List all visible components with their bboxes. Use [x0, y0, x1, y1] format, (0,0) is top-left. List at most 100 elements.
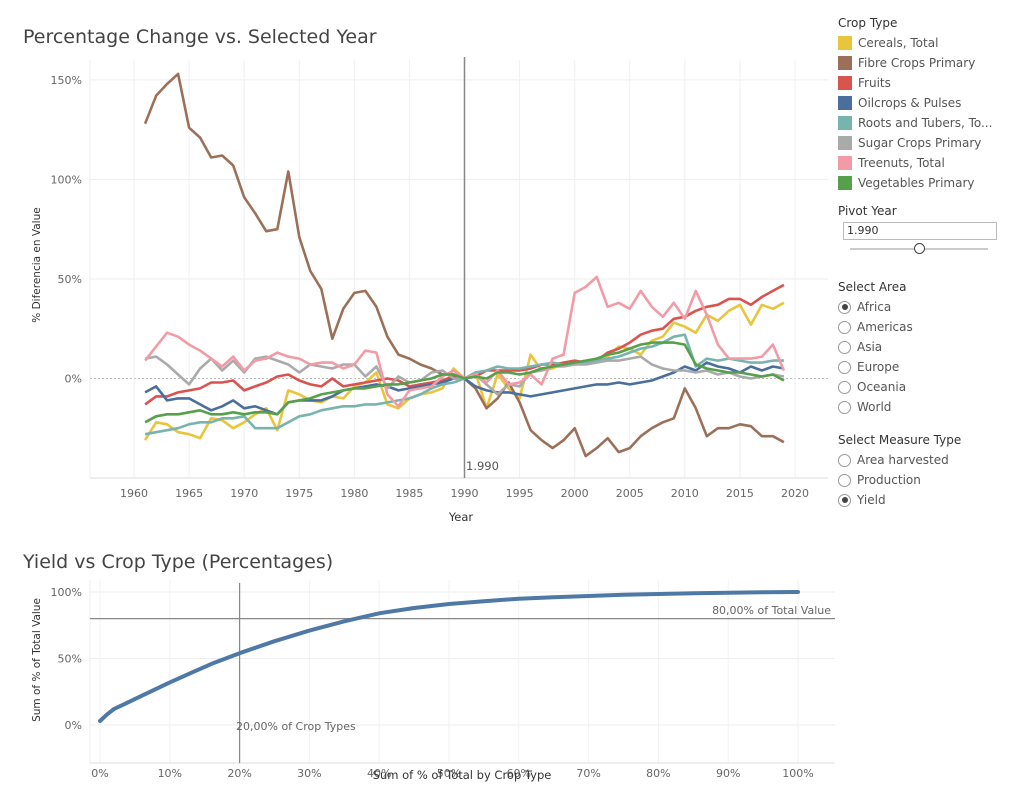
radio-button[interactable] — [838, 300, 851, 314]
bottom-x-tick-label: 40% — [367, 767, 391, 780]
top-x-tick-label: 1960 — [120, 487, 148, 500]
legend-item-roots-and-tubers-to[interactable]: Roots and Tubers, To... — [838, 114, 992, 132]
top-x-tick-label: 1965 — [175, 487, 203, 500]
area-option-africa[interactable]: Africa — [838, 298, 891, 316]
legend-label: Oilcrops & Pulses — [858, 96, 962, 110]
bottom-x-tick-label: 80% — [646, 767, 670, 780]
bottom-chart-title: Yield vs Crop Type (Percentages) — [22, 551, 333, 573]
percentage-change-chart: Percentage Change vs. Selected Year 150%… — [23, 26, 828, 524]
bottom-x-tick-label: 100% — [782, 767, 813, 780]
top-y-tick-label: 0% — [65, 372, 82, 385]
radio-label: Oceania — [857, 380, 907, 394]
series-line-vegetables-primary[interactable] — [144, 341, 785, 424]
legend-swatch — [838, 176, 852, 190]
radio-label: Americas — [857, 320, 913, 334]
pivot-year-label: 1.990 — [466, 459, 499, 473]
area-option-europe[interactable]: Europe — [838, 358, 899, 376]
radio-button[interactable] — [838, 453, 851, 467]
yield-vs-crop-type-chart: Yield vs Crop Type (Percentages) 100% 50%… — [22, 551, 835, 782]
top-x-tick-label: 2000 — [561, 487, 589, 500]
radio-button[interactable] — [838, 493, 851, 507]
radio-button[interactable] — [838, 320, 851, 334]
radio-label: Europe — [857, 360, 900, 374]
radio-button[interactable] — [838, 473, 851, 487]
bottom-x-tick-label: 0% — [91, 767, 108, 780]
radio-button[interactable] — [838, 340, 851, 354]
bottom-x-tick-label: 60% — [507, 767, 531, 780]
top-x-axis-label: Year — [448, 510, 474, 524]
bottom-y-tick-label: 100% — [51, 586, 82, 599]
bottom-y-tick-label: 0% — [65, 719, 82, 732]
legend-label: Roots and Tubers, To... — [858, 116, 993, 130]
radio-button[interactable] — [838, 380, 851, 394]
radio-button[interactable] — [838, 400, 851, 414]
area-option-world[interactable]: World — [838, 398, 891, 416]
pivot-year-title: Pivot Year — [838, 204, 897, 218]
radio-label: Area harvested — [857, 453, 949, 467]
top-x-tick-label: 1980 — [340, 487, 368, 500]
legend-swatch — [838, 76, 852, 90]
top-y-tick-label: 150% — [51, 74, 82, 87]
cumulative-yield-curve[interactable] — [98, 590, 800, 723]
legend-item-fibre-crops-primary[interactable]: Fibre Crops Primary — [838, 54, 975, 72]
legend-swatch — [838, 156, 852, 170]
legend-label: Fruits — [858, 76, 891, 90]
select-area-title: Select Area — [838, 280, 907, 294]
measure-option-area-harvested[interactable]: Area harvested — [838, 451, 949, 469]
legend-item-fruits[interactable]: Fruits — [838, 74, 891, 92]
top-x-tick-label: 2005 — [616, 487, 644, 500]
bottom-x-tick-label: 50% — [437, 767, 461, 780]
top-x-tick-label: 2010 — [671, 487, 699, 500]
legend-item-cereals-total[interactable]: Cereals, Total — [838, 34, 938, 52]
bottom-x-tick-label: 70% — [576, 767, 600, 780]
bottom-y-axis-label: Sum of % of Total Value — [31, 598, 43, 722]
legend-swatch — [838, 36, 852, 50]
ref-line-v-label: 20,00% of Crop Types — [236, 720, 356, 733]
area-option-asia[interactable]: Asia — [838, 338, 882, 356]
bottom-x-axis-label: Sum of % of Total by Crop Type — [373, 768, 552, 782]
pivot-year-slider-thumb[interactable] — [914, 243, 925, 254]
legend-label: Treenuts, Total — [858, 156, 945, 170]
legend-label: Fibre Crops Primary — [858, 56, 976, 70]
radio-button[interactable] — [838, 360, 851, 374]
legend-item-vegetables-primary[interactable]: Vegetables Primary — [838, 174, 975, 192]
top-y-tick-label: 100% — [51, 173, 82, 186]
legend-item-oilcrops-pulses[interactable]: Oilcrops & Pulses — [838, 94, 961, 112]
top-y-axis-label: % Diferencia en Value — [31, 207, 43, 322]
legend-item-treenuts-total[interactable]: Treenuts, Total — [838, 154, 945, 172]
top-x-tick-label: 1985 — [395, 487, 423, 500]
bottom-y-tick-label: 50% — [58, 653, 82, 666]
pivot-year-input[interactable]: 1.990 — [843, 222, 997, 240]
select-measure-title: Select Measure Type — [838, 433, 962, 447]
area-option-oceania[interactable]: Oceania — [838, 378, 906, 396]
legend-swatch — [838, 96, 852, 110]
top-x-tick-label: 1975 — [285, 487, 313, 500]
area-option-americas[interactable]: Americas — [838, 318, 913, 336]
top-y-tick-label: 50% — [58, 273, 82, 286]
measure-option-yield[interactable]: Yield — [838, 491, 886, 509]
radio-label: Asia — [857, 340, 883, 354]
top-x-tick-label: 1970 — [230, 487, 258, 500]
radio-label: World — [857, 400, 892, 414]
legend-swatch — [838, 116, 852, 130]
legend-label: Vegetables Primary — [858, 176, 975, 190]
legend-label: Sugar Crops Primary — [858, 136, 982, 150]
top-chart-title: Percentage Change vs. Selected Year — [23, 26, 377, 48]
top-x-tick-label: 2020 — [781, 487, 809, 500]
radio-label: Yield — [857, 493, 886, 507]
radio-label: Production — [857, 473, 921, 487]
legend-swatch — [838, 136, 852, 150]
top-x-tick-label: 1990 — [451, 487, 479, 500]
top-x-tick-label: 2015 — [726, 487, 754, 500]
bottom-x-tick-label: 20% — [227, 767, 251, 780]
bottom-x-tick-label: 10% — [158, 767, 182, 780]
radio-label: Africa — [857, 300, 892, 314]
bottom-x-tick-label: 30% — [297, 767, 321, 780]
measure-option-production[interactable]: Production — [838, 471, 921, 489]
legend-swatch — [838, 56, 852, 70]
ref-line-h-label: 80,00% of Total Value — [712, 604, 831, 617]
legend-label: Cereals, Total — [858, 36, 939, 50]
legend-item-sugar-crops-primary[interactable]: Sugar Crops Primary — [838, 134, 981, 152]
legend-title: Crop Type — [838, 16, 898, 30]
bottom-x-tick-label: 90% — [716, 767, 740, 780]
